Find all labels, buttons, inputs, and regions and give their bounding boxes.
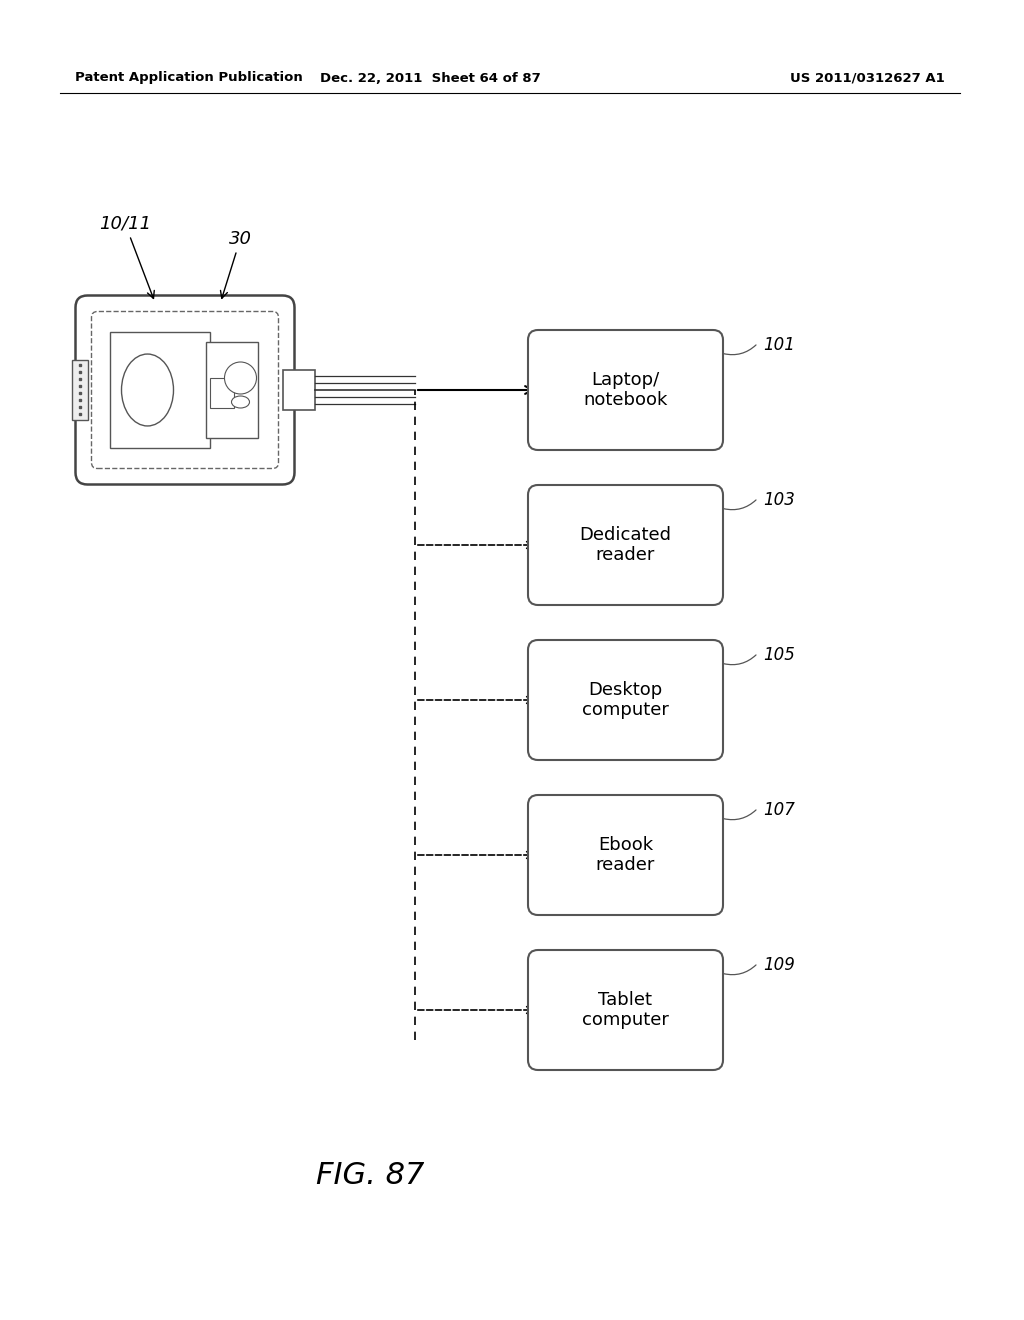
Ellipse shape bbox=[231, 396, 250, 408]
Text: US 2011/0312627 A1: US 2011/0312627 A1 bbox=[790, 71, 945, 84]
Bar bbox=[110, 333, 210, 447]
Text: Patent Application Publication: Patent Application Publication bbox=[75, 71, 303, 84]
FancyBboxPatch shape bbox=[528, 484, 723, 605]
FancyBboxPatch shape bbox=[528, 795, 723, 915]
Text: 105: 105 bbox=[763, 645, 795, 664]
Text: Ebook
reader: Ebook reader bbox=[596, 836, 655, 874]
Text: 10/11: 10/11 bbox=[99, 214, 155, 298]
Text: Dec. 22, 2011  Sheet 64 of 87: Dec. 22, 2011 Sheet 64 of 87 bbox=[319, 71, 541, 84]
Text: Dedicated
reader: Dedicated reader bbox=[580, 525, 672, 565]
Ellipse shape bbox=[122, 354, 173, 426]
Text: Tablet
computer: Tablet computer bbox=[582, 990, 669, 1030]
Text: 109: 109 bbox=[763, 956, 795, 974]
Text: Desktop
computer: Desktop computer bbox=[582, 681, 669, 719]
Circle shape bbox=[224, 362, 256, 393]
FancyBboxPatch shape bbox=[528, 950, 723, 1071]
Bar bbox=[210, 378, 233, 408]
FancyBboxPatch shape bbox=[91, 312, 279, 469]
Text: Laptop/
notebook: Laptop/ notebook bbox=[584, 371, 668, 409]
FancyBboxPatch shape bbox=[528, 330, 723, 450]
Text: FIG. 87: FIG. 87 bbox=[315, 1160, 424, 1189]
Text: 107: 107 bbox=[763, 801, 795, 818]
Bar bbox=[283, 370, 314, 411]
Text: 101: 101 bbox=[763, 337, 795, 354]
Text: 103: 103 bbox=[763, 491, 795, 510]
Text: 30: 30 bbox=[220, 230, 252, 298]
FancyBboxPatch shape bbox=[528, 640, 723, 760]
FancyBboxPatch shape bbox=[76, 296, 295, 484]
Bar bbox=[206, 342, 257, 438]
Bar bbox=[72, 360, 87, 420]
